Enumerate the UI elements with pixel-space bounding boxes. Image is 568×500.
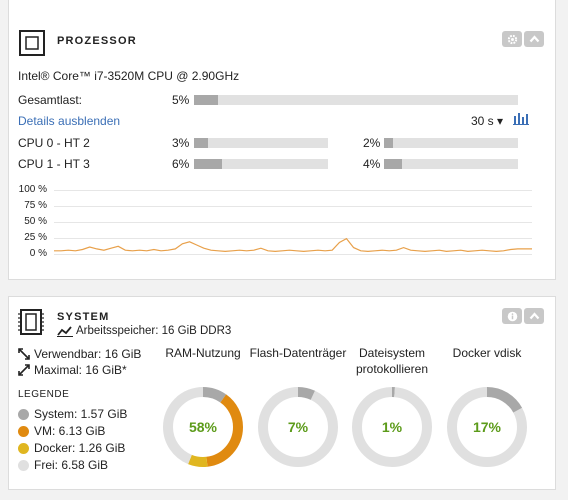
cpu-model: Intel® Core™ i7-3520M CPU @ 2.90GHz: [18, 69, 240, 83]
donut-segment: [163, 387, 243, 467]
collapse-button[interactable]: [524, 31, 544, 47]
arrows-out-icon: [18, 364, 30, 376]
core-0-b-fill: [384, 138, 394, 148]
core-1-label: CPU 1 - HT 3: [18, 157, 90, 171]
core-1-b-fill: [384, 159, 403, 169]
settings-button[interactable]: [502, 31, 522, 47]
total-load-value: 5%: [172, 93, 190, 107]
total-load-fill: [194, 95, 219, 105]
core-0-a-value: 3%: [172, 136, 190, 150]
y-tick-0: 0 %: [29, 248, 47, 259]
core-1-a-fill: [194, 159, 222, 169]
donut-title: Dateisystem protokollieren: [355, 346, 429, 376]
chevron-up-icon: [529, 35, 539, 43]
core-0-a-bar: [194, 138, 328, 148]
donut-segment: [163, 387, 243, 467]
core-0-b-bar: [384, 138, 518, 148]
memory-label: Arbeitsspeicher: 16 GiB DDR3: [76, 325, 232, 337]
system-controls: [502, 308, 544, 324]
gridline: [54, 254, 532, 255]
cpu-load-chart: 100 % 75 % 50 % 25 % 0 %: [9, 179, 557, 264]
total-load-label: Gesamtlast:: [18, 93, 83, 107]
donut-segment: [163, 387, 243, 467]
core-1-a-bar: [194, 159, 328, 169]
core-0-a-fill: [194, 138, 208, 148]
motherboard-icon: [18, 309, 44, 335]
maximal-memory: Maximal: 16 GiB*: [34, 363, 127, 377]
legend-swatch: [18, 409, 29, 420]
legend-item-label: System: 1.57 GiB: [34, 407, 128, 421]
gear-icon: [507, 34, 517, 44]
donut-chart: [258, 387, 338, 467]
cpu-icon: [19, 30, 45, 56]
total-load-bar: [194, 95, 518, 105]
legend-swatch: [18, 460, 29, 471]
details-toggle-link[interactable]: Details ausblenden: [18, 114, 121, 128]
y-tick-50: 50 %: [24, 216, 47, 227]
legend-item-label: Docker: 1.26 GiB: [34, 441, 126, 455]
core-1-b-value: 4%: [363, 157, 381, 171]
legend-swatch: [18, 426, 29, 437]
core-0-label: CPU 0 - HT 2: [18, 136, 90, 150]
donut-percentage: 58%: [188, 419, 218, 435]
donut-title: RAM-Nutzung: [165, 346, 241, 360]
donut-chart: [163, 387, 243, 467]
gridline: [54, 238, 532, 239]
processor-panel: PROZESSOR Intel® Core™ i7-3520M CPU @ 2.…: [8, 0, 556, 280]
processor-title: PROZESSOR: [57, 35, 137, 47]
y-tick-100: 100 %: [18, 184, 47, 195]
gridline: [54, 222, 532, 223]
legend-item-label: Frei: 6.58 GiB: [34, 458, 109, 472]
chart-line-icon: [57, 326, 73, 337]
donut-percentage: 17%: [472, 419, 502, 435]
donut-percentage: 7%: [287, 419, 309, 435]
legend-swatch: [18, 443, 29, 454]
info-icon: [507, 311, 517, 321]
interval-select[interactable]: 30 s ▾: [471, 114, 504, 128]
usable-memory: Verwendbar: 16 GiB: [34, 347, 142, 361]
y-tick-25: 25 %: [24, 232, 47, 243]
donut-segment: [352, 387, 432, 467]
donut-segment: [258, 387, 338, 467]
processor-controls: [502, 31, 544, 47]
gridline: [54, 206, 532, 207]
y-tick-75: 75 %: [24, 200, 47, 211]
legend-title: LEGENDE: [18, 389, 70, 400]
donut-segment: [447, 387, 527, 467]
core-1-b-bar: [384, 159, 518, 169]
legend-item-label: VM: 6.13 GiB: [34, 424, 106, 438]
donut-percentage: 1%: [381, 419, 403, 435]
gridline: [54, 190, 532, 191]
donut-chart: [352, 387, 432, 467]
collapse-button[interactable]: [524, 308, 544, 324]
system-panel: SYSTEM Arbeitsspeicher: 16 GiB DDR3 Verw…: [8, 296, 556, 490]
arrows-in-icon: [18, 348, 30, 360]
info-button[interactable]: [502, 308, 522, 324]
core-0-b-value: 2%: [363, 136, 381, 150]
cpu-load-series-line: [54, 237, 532, 253]
system-title: SYSTEM: [57, 311, 110, 323]
donut-title: Docker vdisk: [452, 346, 522, 360]
donut-chart: [447, 387, 527, 467]
bar-chart-icon[interactable]: [513, 111, 529, 125]
core-1-a-value: 6%: [172, 157, 190, 171]
chevron-up-icon: [529, 312, 539, 320]
cpu-line-plot: [54, 237, 532, 253]
donut-title: Flash-Datenträger: [249, 346, 347, 360]
